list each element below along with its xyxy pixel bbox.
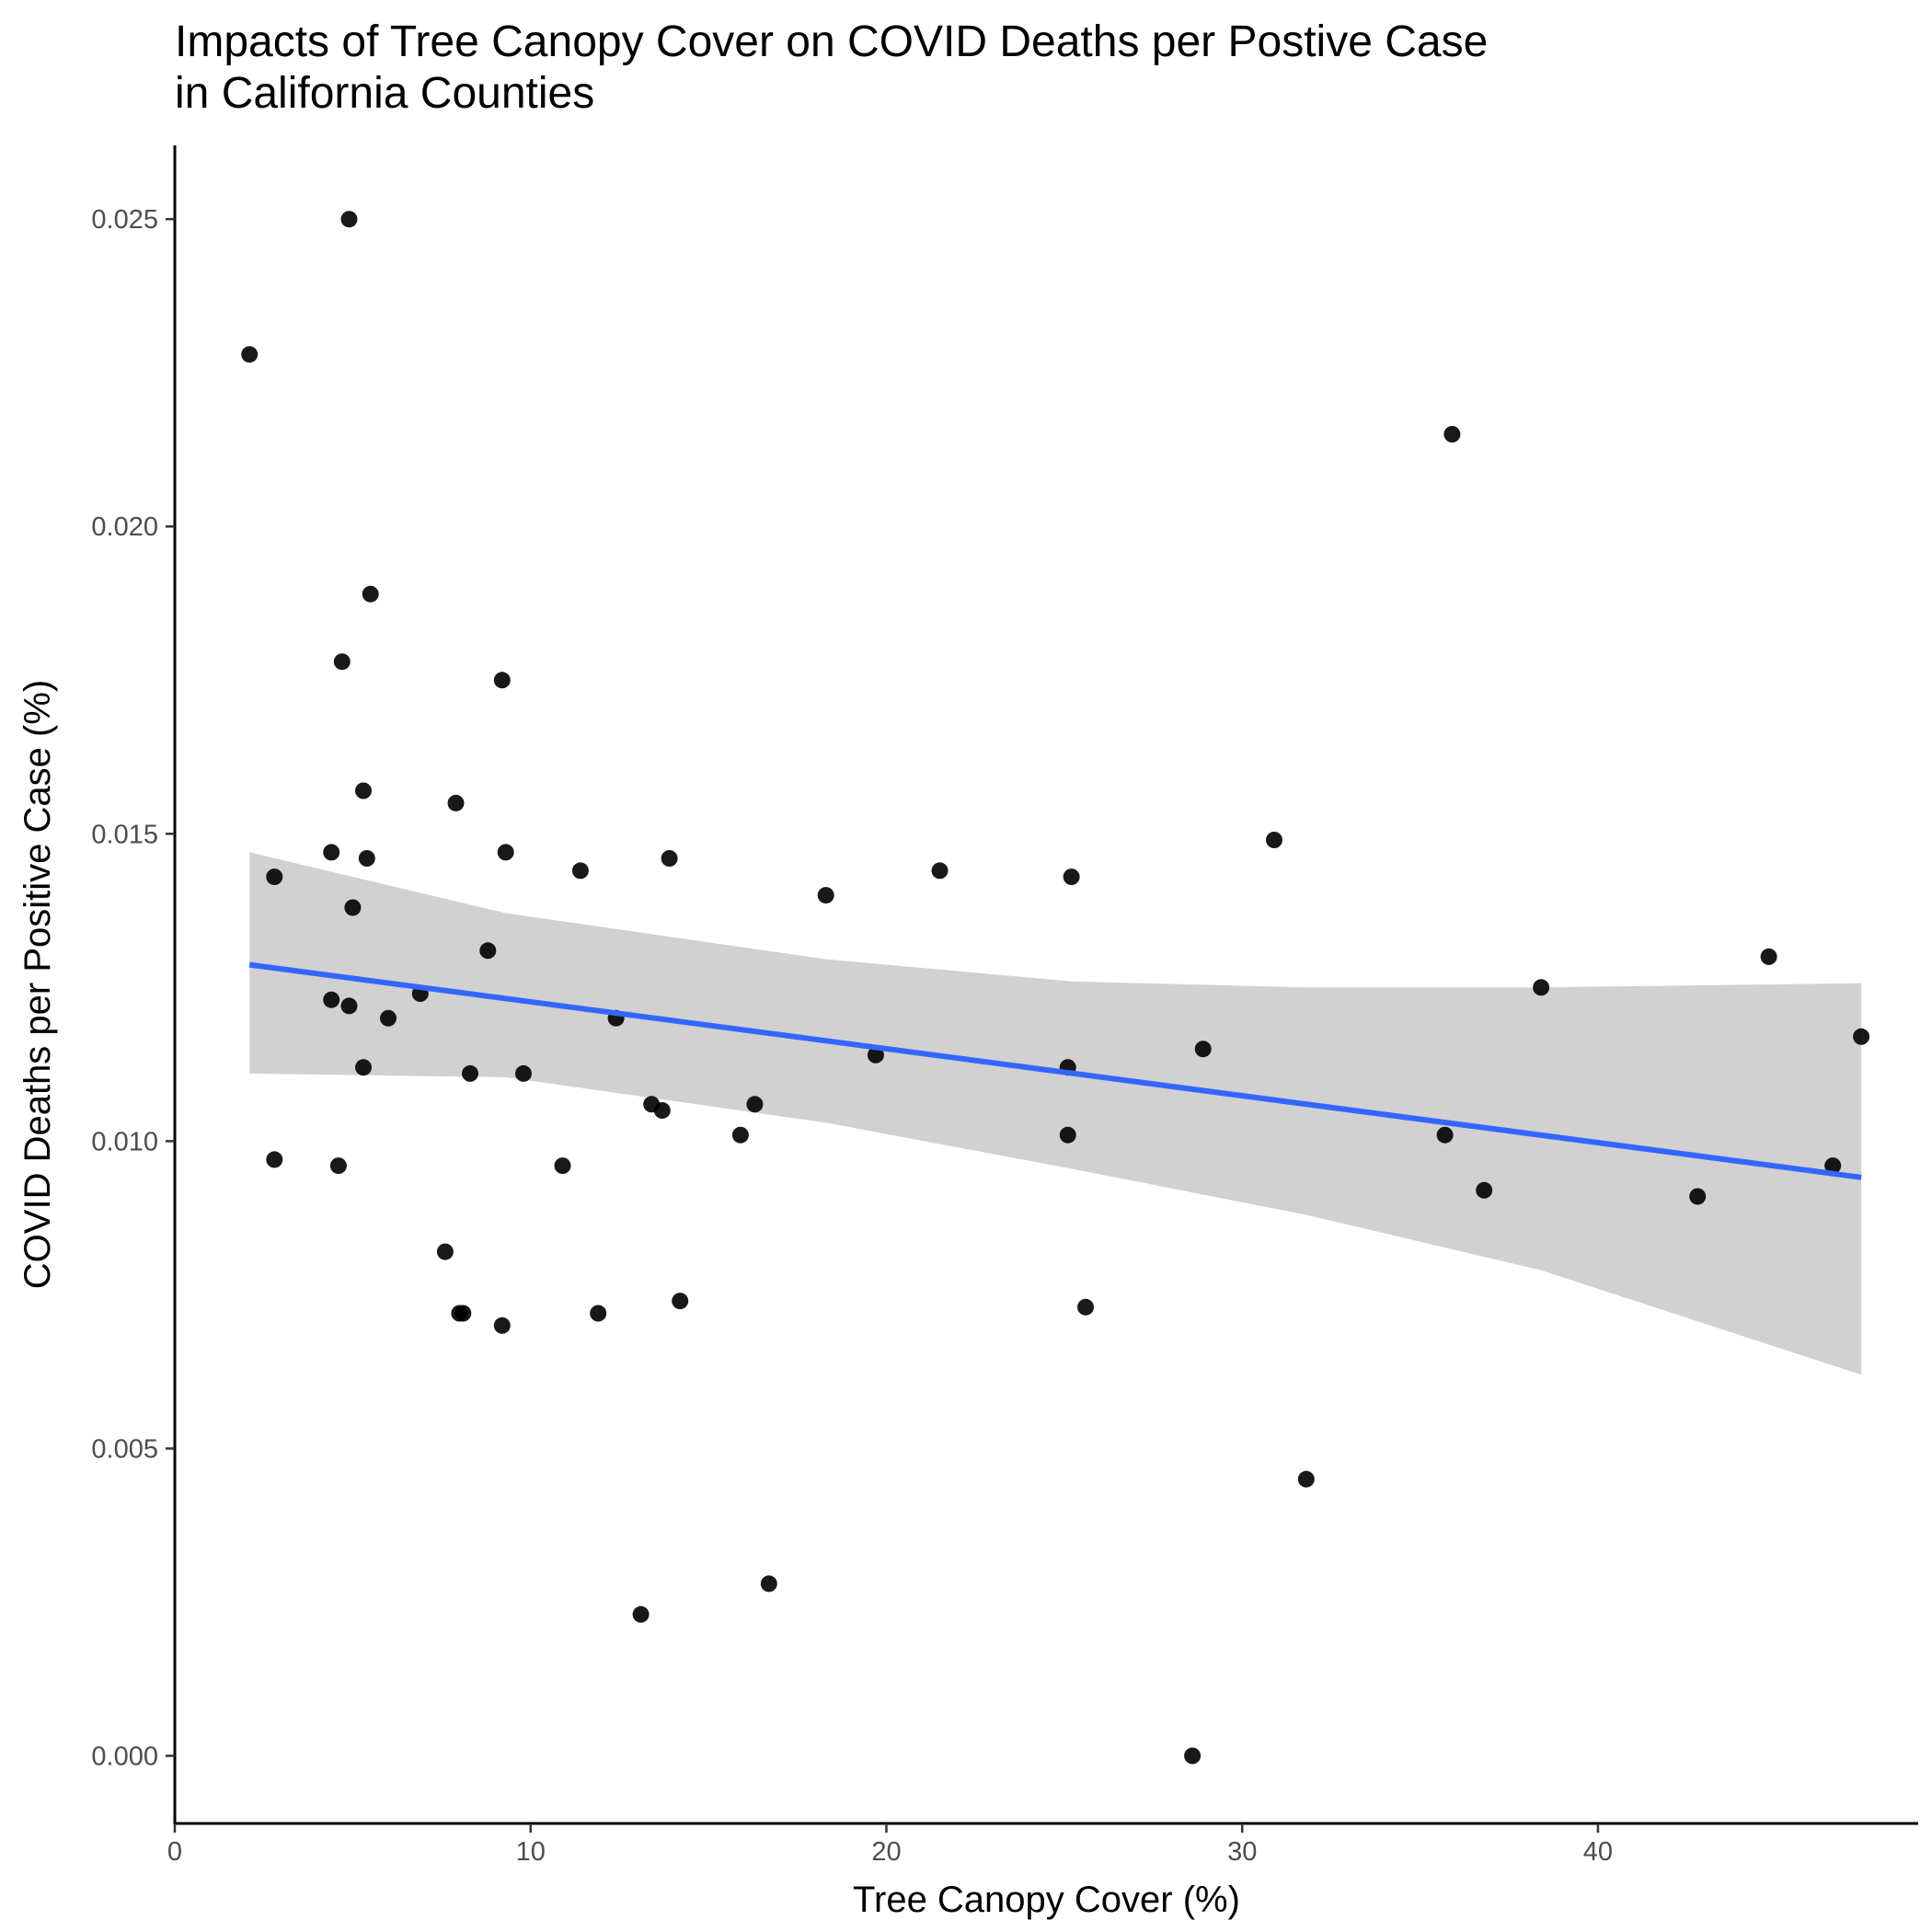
data-point — [653, 1102, 671, 1119]
y-tick-label: 0.020 — [91, 512, 158, 542]
data-point — [731, 1126, 749, 1144]
data-point — [632, 1605, 650, 1623]
confidence-band — [249, 852, 1862, 1375]
chart-title: Impacts of Tree Canopy Cover on COVID De… — [175, 17, 1489, 118]
data-point — [340, 211, 358, 228]
data-point — [1063, 868, 1080, 886]
data-point — [329, 1157, 347, 1175]
data-point — [571, 862, 589, 880]
x-tick-label: 30 — [1227, 1837, 1257, 1867]
data-point — [462, 1064, 478, 1082]
data-point — [1436, 1126, 1454, 1144]
data-point — [590, 1305, 607, 1322]
x-tick-label: 40 — [1583, 1837, 1613, 1867]
data-point — [1476, 1181, 1493, 1199]
confidence-band-layer — [249, 852, 1862, 1375]
data-point — [323, 991, 340, 1008]
data-point — [1824, 1157, 1842, 1175]
data-point — [817, 887, 834, 904]
x-axis-title: Tree Canopy Cover (%) — [853, 1880, 1240, 1920]
y-tick-label: 0.010 — [91, 1127, 158, 1156]
data-point — [355, 782, 372, 799]
data-point — [358, 850, 375, 867]
data-point — [554, 1157, 571, 1175]
y-tick-label: 0.005 — [91, 1434, 158, 1464]
x-tick-label: 0 — [167, 1837, 182, 1867]
data-point — [380, 1009, 397, 1027]
data-point — [1533, 979, 1550, 996]
data-point — [1760, 948, 1777, 965]
data-point — [355, 1059, 372, 1076]
data-point — [661, 850, 678, 867]
trend-line-layer — [248, 961, 1862, 1180]
y-tick-label: 0.000 — [91, 1742, 158, 1772]
data-point — [1059, 1126, 1076, 1144]
y-axis-title: COVID Deaths per Positive Case (%) — [17, 680, 58, 1289]
data-point — [1266, 832, 1282, 848]
points-layer — [241, 211, 1870, 1765]
data-point — [493, 672, 511, 689]
y-tick-label: 0.015 — [91, 820, 158, 849]
data-point — [1443, 426, 1461, 443]
trend-line — [248, 961, 1862, 1180]
data-point — [1184, 1747, 1202, 1765]
data-point — [344, 899, 362, 916]
data-point — [266, 868, 283, 886]
x-tick-label: 20 — [871, 1837, 901, 1867]
data-point — [1077, 1298, 1094, 1316]
data-point — [333, 653, 351, 671]
data-point — [266, 1151, 283, 1168]
data-point — [931, 862, 949, 880]
data-point — [323, 844, 340, 861]
data-point — [760, 1575, 777, 1593]
y-tick-label: 0.025 — [91, 205, 158, 235]
data-point — [867, 1046, 884, 1064]
data-point — [672, 1293, 689, 1310]
data-point — [493, 1317, 511, 1334]
data-point — [362, 585, 379, 603]
data-point — [479, 942, 497, 960]
axes-layer: 0 10 20 30 40 0.000 0.005 0.010 0.015 0.020 0.025 — [91, 145, 1918, 1867]
data-point — [454, 1305, 472, 1322]
data-point — [340, 997, 358, 1015]
data-point — [1194, 1041, 1212, 1058]
data-point — [241, 346, 259, 363]
data-point — [1689, 1188, 1707, 1205]
data-point — [436, 1243, 454, 1260]
data-point — [1853, 1028, 1870, 1045]
data-point — [447, 794, 465, 811]
data-point — [497, 844, 514, 861]
data-point — [515, 1064, 532, 1082]
data-point — [1297, 1470, 1315, 1488]
x-tick-label: 10 — [516, 1837, 546, 1867]
data-point — [746, 1096, 764, 1113]
